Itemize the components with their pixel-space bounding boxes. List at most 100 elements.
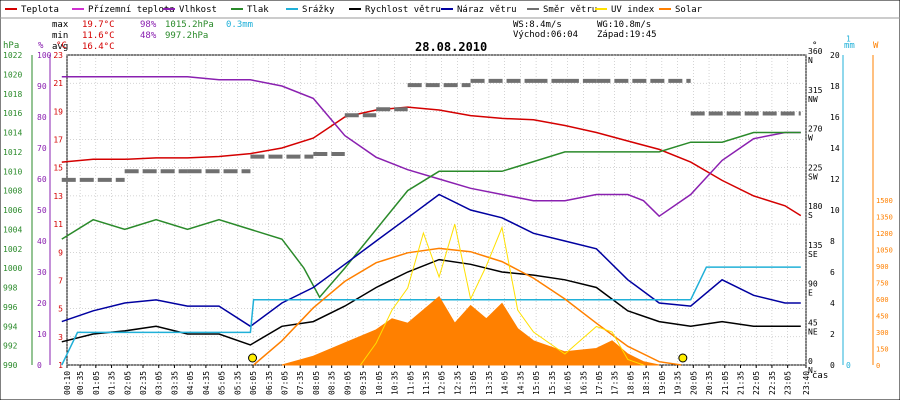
axis-tick-dir: 270 [808,125,823,134]
axis-tick-wind: 0 [830,361,835,370]
axis-tick-temp: 17 [53,136,63,145]
axis-tick-press: 996 [3,303,18,312]
axis-unit-rain: mm [844,41,855,51]
x-tick-label: 19:05 [658,371,667,395]
series-rychlost-v-tru [61,258,801,346]
x-tick-label: 04:05 [186,371,195,395]
x-tick-label: 06:05 [249,371,258,395]
axis-tick-hum: 80 [37,113,47,122]
x-tick-label: 13:05 [469,371,478,395]
stats-avg-label: avg [52,42,68,52]
chart-title: 28.08.2010 [415,40,487,54]
x-tick-label: 22:35 [768,371,777,395]
x-tick-label: 00:35 [76,371,85,395]
axis-tick-solar: 1350 [876,214,893,222]
axis-tick-press: 1002 [3,245,22,254]
axis-tick-dir: 135 [808,241,823,250]
axis-tick-wind: 14 [830,144,840,153]
x-tick-label: 03:35 [170,371,179,395]
axis-tick-dir: 45 [808,318,818,327]
axis-unit-hum: % [38,41,44,51]
axis-tick-solar: 150 [876,346,889,354]
x-tick-label: 13:35 [485,371,494,395]
axis-tick-solar: 750 [876,280,889,288]
axis-tick-hum: 30 [37,268,47,277]
x-tick-label: 17:35 [611,371,620,395]
axis-unit-temp: °C [56,41,67,51]
axis-tick-dir: 360 [808,47,823,56]
x-tick-label: 21:05 [721,371,730,395]
axis-unit-dir: ° [812,41,817,51]
x-tick-label: 18:05 [626,371,635,395]
legend-label-9: Solar [675,5,703,15]
sunset-marker [678,353,688,363]
axis-tick-hum: 90 [37,82,47,91]
axis-tick-dir-name: W [808,134,813,143]
x-tick-label: 06:35 [265,371,274,395]
x-tick-label: 02:35 [139,371,148,395]
stats-max-temp: 19.7°C [82,20,115,30]
stats-min-hum: 48% [140,31,157,41]
axis-tick-solar: 1050 [876,247,893,255]
x-tick-label: 00:10 [63,371,72,395]
stats-min-label: min [52,31,68,41]
x-tick-label: 15:35 [548,371,557,395]
series-solar-theoretical [253,247,682,366]
plot-area [61,75,802,366]
legend: Teplota Přízemní teplota Vlhkost Tlak Srážky… [0,5,900,19]
stats-max-label: max [52,20,69,30]
axis-tick-press: 1004 [3,225,22,234]
svg-text:max: max [52,20,69,30]
axis-tick-hum: 70 [37,144,47,153]
x-tick-label: 19:35 [674,371,683,395]
axis-tick-wind: 4 [830,299,835,308]
stats-max-hum: 98% [140,20,157,30]
legend-label-1: Přízemní teplota [88,5,175,15]
x-tick-label: 22:05 [752,371,761,395]
axis-tick-wind: 18 [830,82,840,91]
axis-tick-hum: 0 [37,361,42,370]
axis-tick-dir-name: SE [808,250,818,259]
axis-tick-wind: 6 [830,268,835,277]
legend-label-2: Vlhkost [179,5,217,15]
x-tick-label: 07:35 [296,371,305,395]
info-sunrise: Východ:06:04 [513,30,578,40]
axis-tick-temp: 5 [58,305,63,314]
axis-tick-rain: 0 [846,361,851,370]
axis-tick-press: 1000 [3,264,22,273]
axis-tick-press: 1006 [3,206,22,215]
axis-tick-dir-name: E [808,289,813,298]
series-uv-index [360,224,644,366]
axis-tick-temp: 21 [53,79,63,88]
axis-tick-temp: 11 [53,220,63,229]
x-tick-label: 21:35 [736,371,745,395]
axis-tick-hum: 50 [37,206,47,215]
axis-tick-temp: 23 [53,51,63,60]
axis-tick-solar: 450 [876,313,889,321]
stats-avg-temp: 16.4°C [82,42,115,52]
axis-tick-wind: 12 [830,175,840,184]
legend-label-5: Rychlost větru [365,5,441,15]
axis-tick-wind: 10 [830,206,840,215]
stats-max-rain: 0.3mm [226,20,253,30]
x-tick-label: 20:05 [689,371,698,395]
axis-tick-press: 1022 [3,51,22,60]
x-tick-label: 23:05 [784,371,793,395]
axes: 00:10 00:35 01:05 01:35 02:05 02:35 03:05 03:35… [3,35,893,395]
axis-tick-solar: 1200 [876,230,893,238]
info-block: WS:8.4m/s WG:10.8m/s Východ:06:04 Západ:… [513,20,657,40]
axis-unit-solar: W [873,41,879,51]
axis-tick-wind: 2 [830,330,835,339]
x-tick-label: 05:05 [218,371,227,395]
x-tick-label: 08:35 [328,371,337,395]
x-tick-label: 14:05 [501,371,510,395]
axis-tick-press: 994 [3,322,18,331]
axis-tick-wind: 20 [830,51,840,60]
x-tick-label: 01:35 [108,371,117,395]
x-tick-label: 10:35 [391,371,400,395]
x-tick-label: 03:05 [155,371,164,395]
axis-tick-dir-name: NW [808,95,818,104]
x-axis-label: čas [812,370,828,381]
series-tlak [61,131,801,299]
axis-tick-press: 1008 [3,187,22,196]
